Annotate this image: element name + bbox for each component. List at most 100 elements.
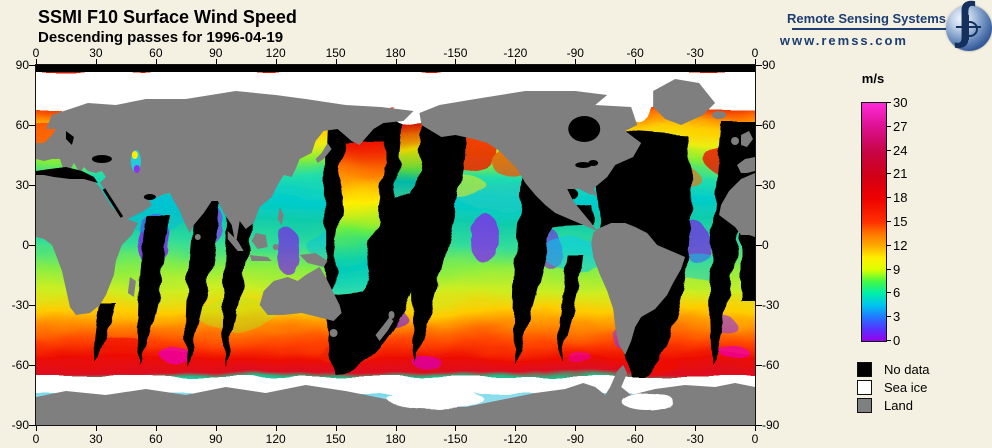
eurasia: [36, 91, 414, 245]
lon-tick-top: [755, 59, 756, 64]
lon-tick-bottom: [335, 426, 337, 431]
colorbar-tick: [886, 292, 891, 294]
lon-tick-bottom: [635, 426, 637, 431]
ireland: [731, 137, 740, 145]
legend-swatch-land: [857, 398, 872, 413]
lat-tick-label-right: 0: [762, 238, 769, 252]
lon-tick-bottom: [755, 426, 756, 431]
lon-tick-label-top: 120: [265, 46, 286, 60]
lat-tick-right: [756, 365, 762, 366]
lat-tick-label-left: 60: [15, 118, 29, 132]
colorbar-tick: [886, 316, 891, 318]
lon-tick-top: [455, 59, 457, 64]
lon-tick-top: [95, 59, 97, 64]
lon-tick-bottom: [275, 426, 277, 431]
lat-tick-label-right: 30: [762, 178, 776, 192]
world-wind-speed-map: [35, 64, 756, 426]
africa-west-bulge: [719, 173, 755, 237]
lon-tick-label-bottom: 60: [149, 432, 163, 446]
lat-tick-label-right: 60: [762, 118, 776, 132]
lon-tick-top: [575, 59, 577, 64]
lon-tick-top: [215, 59, 217, 64]
lat-tick-right: [756, 425, 762, 426]
colorbar-tick-label: 30: [893, 95, 908, 110]
colorbar-tick-label: 6: [893, 285, 901, 301]
lat-tick-left: [29, 185, 35, 186]
lat-tick-left: [29, 125, 35, 126]
lat-tick-left: [29, 65, 35, 66]
lon-tick-top: [155, 59, 157, 64]
lat-tick-label-left: 90: [15, 58, 29, 72]
africa-east: [36, 173, 138, 315]
colorbar-tick: [886, 102, 891, 103]
lon-tick-top: [395, 59, 397, 64]
logo-url[interactable]: www.remss.com: [779, 33, 908, 48]
lat-tick-left: [29, 245, 35, 246]
lon-tick-label-top: 90: [209, 46, 223, 60]
lon-tick-label-top: -60: [626, 46, 644, 60]
colorbar-tick: [886, 340, 891, 341]
lon-tick-label-bottom: 120: [265, 432, 286, 446]
lon-tick-top: [275, 59, 277, 64]
australia: [259, 267, 342, 321]
colorbar-tick-label: 12: [893, 237, 908, 253]
logo-text: Remote Sensing Systems: [787, 11, 946, 26]
south-america: [591, 223, 686, 355]
sumatra: [227, 231, 244, 251]
legend-swatch-no-data: [857, 362, 872, 377]
colorbar-tick-label: 27: [893, 118, 908, 134]
colorbar-tick-label: 0: [893, 333, 901, 348]
colorbar-tick: [886, 268, 891, 270]
legend-row: Sea ice: [857, 380, 977, 395]
philippines: [277, 207, 284, 225]
lon-tick-label-top: 180: [385, 46, 406, 60]
colorbar-tick: [886, 149, 891, 151]
lat-tick-right: [756, 305, 762, 306]
new-zealand: [375, 317, 394, 341]
colorbar-unit-label: m/s: [861, 71, 885, 86]
nw-pacific-swath-stripes: [327, 125, 426, 293]
colorbar-tick: [886, 173, 891, 175]
lon-tick-label-top: -120: [503, 46, 528, 60]
legend-row: No data: [857, 362, 977, 377]
lat-tick-label-right: -30: [762, 298, 780, 312]
lon-tick-top: [36, 59, 37, 64]
lon-tick-bottom: [575, 426, 577, 431]
lon-tick-bottom: [95, 426, 97, 431]
lat-tick-label-right: 90: [762, 58, 776, 72]
lon-tick-label-bottom: 0: [751, 432, 759, 446]
lat-tick-right: [756, 65, 762, 66]
borneo: [251, 233, 268, 249]
lon-tick-label-bottom: 150: [325, 432, 346, 446]
new-guinea: [299, 253, 328, 267]
japan: [315, 143, 332, 163]
lon-tick-bottom: [695, 426, 697, 431]
crosshair-icon: [962, 21, 978, 37]
lat-tick-label-left: -60: [11, 358, 29, 372]
iceland: [712, 111, 727, 119]
colorbar-tick: [886, 197, 891, 199]
legend-label: Sea ice: [884, 380, 928, 395]
lat-tick-label-right: -90: [762, 418, 780, 432]
lon-tick-label-top: 30: [89, 46, 103, 60]
legend-row: Land: [857, 398, 977, 413]
lon-tick-bottom: [36, 426, 37, 431]
lon-tick-bottom: [395, 426, 397, 431]
colorbar-tick: [886, 221, 891, 222]
lon-tick-top: [335, 59, 337, 64]
globe-logo-icon: ∫: [946, 0, 992, 51]
legend-label: Land: [884, 398, 913, 413]
inland-seas: [36, 116, 601, 218]
legend-swatch-sea-ice: [857, 380, 872, 395]
lon-tick-bottom: [455, 426, 457, 431]
lon-tick-top: [695, 59, 697, 64]
lon-tick-label-bottom: 0: [32, 432, 40, 446]
colorbar-tick-label: 15: [893, 214, 908, 229]
lon-tick-label-top: -150: [443, 46, 468, 60]
colorbar-tick-label: 3: [893, 309, 901, 325]
tasmania: [329, 329, 338, 337]
lon-tick-label-top: 0: [32, 46, 40, 60]
lon-tick-label-bottom: -30: [686, 432, 704, 446]
lon-tick-bottom: [155, 426, 157, 431]
lon-tick-label-bottom: 180: [385, 432, 406, 446]
